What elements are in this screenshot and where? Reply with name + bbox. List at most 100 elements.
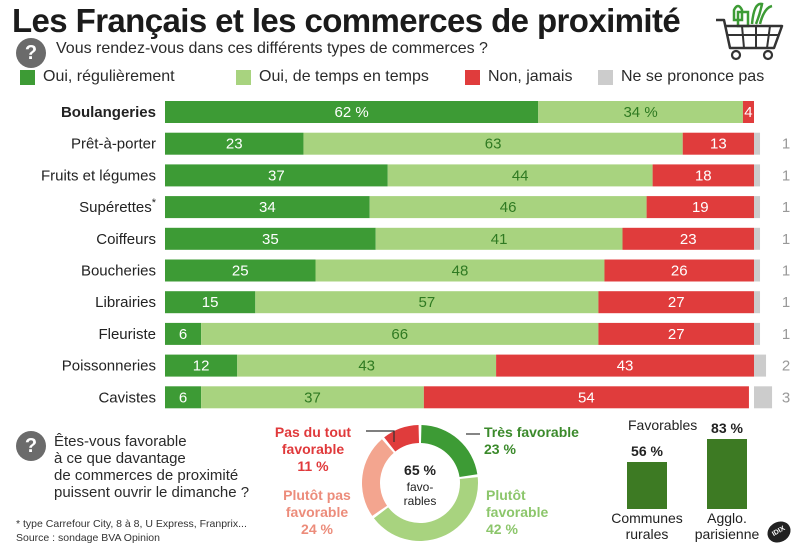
nsp-label: 3 <box>782 389 790 406</box>
bar-segment-sometimes <box>375 227 623 250</box>
bar-segment-sometimes <box>201 322 599 345</box>
label-line: favorable <box>285 504 349 520</box>
bar-segment-regular <box>165 291 256 314</box>
bar-value-label: 63 <box>485 136 502 153</box>
legend-label-regular: Oui, régulièrement <box>43 68 175 85</box>
question-2: Êtes-vous favorable à ce que davantage d… <box>54 433 249 501</box>
fav-bar-paris <box>707 439 747 509</box>
donut-slice <box>384 425 420 452</box>
category-label: Supérettes* <box>79 197 157 216</box>
legend-swatch-sometimes <box>236 69 251 85</box>
question-icon: ? <box>16 38 46 68</box>
bar-value-label: 6 <box>179 326 187 343</box>
fav-label-paris: Agglo. parisienne <box>677 510 777 542</box>
legend-never: Non, jamais <box>465 68 572 86</box>
label-value: 24 % <box>301 521 333 537</box>
donut-center-value: 65 % <box>404 462 436 478</box>
bar-value-label: 15 <box>202 294 219 311</box>
category-label: Poissonneries <box>62 358 156 375</box>
bar-value-label: 41 <box>491 231 508 248</box>
bar-segment-nsp <box>754 132 761 155</box>
nsp-label: 1 <box>782 136 790 153</box>
donut-center-text: rables <box>404 494 437 508</box>
fav-label-line: parisienne <box>694 526 760 542</box>
fav-bar-rural <box>627 461 667 509</box>
leader-line <box>366 430 395 442</box>
bar-value-label: 44 <box>512 167 529 184</box>
bar-segment-nsp <box>754 227 761 250</box>
page-title: Les Français et les commerces de proximi… <box>12 2 681 39</box>
question-2-line: de commerces de proximité <box>54 467 239 484</box>
bar-value-label: 12 <box>193 358 210 375</box>
bar-segment-nsp <box>754 196 761 219</box>
nsp-label: 1 <box>782 326 790 343</box>
label-line: Très favorable <box>484 424 579 440</box>
nsp-label: 1 <box>782 294 790 311</box>
fav-label-rural: Communes rurales <box>597 510 697 542</box>
bar-segment-regular <box>165 227 376 250</box>
label-value: 42 % <box>486 521 518 537</box>
legend-nsp: Ne se prononce pas <box>598 68 764 86</box>
bar-segment-nsp <box>754 259 761 282</box>
bar-segment-regular <box>165 196 370 219</box>
question-2-line: puissent ouvrir le dimanche ? <box>54 484 250 501</box>
bar-segment-nsp <box>754 354 767 377</box>
bar-value-label: 35 <box>262 231 279 248</box>
donut-center-text: favo- <box>407 480 434 494</box>
legend-label-sometimes: Oui, de temps en temps <box>259 68 429 85</box>
fav-value-paris: 83 % <box>711 420 743 437</box>
bar-segment-nsp <box>754 291 761 314</box>
bar-value-label: 46 <box>500 199 517 216</box>
bar-segment-sometimes <box>201 386 424 409</box>
bar-segment-never <box>598 322 754 345</box>
bar-segment-sometimes <box>538 101 743 123</box>
bar-value-label: 57 <box>419 294 436 311</box>
category-label: Boulangeries <box>61 104 156 121</box>
bar-segment-never <box>598 291 754 314</box>
bar-segment-nsp <box>754 386 773 409</box>
category-label: Librairies <box>95 294 156 311</box>
legend-regular: Oui, régulièrement <box>20 68 175 86</box>
donut-hole <box>381 444 459 522</box>
label-value: 11 % <box>297 458 329 474</box>
category-label: Fruits et légumes <box>41 167 156 184</box>
bar-value-label: 43 <box>617 358 634 375</box>
fav-label-line: Agglo. <box>707 510 747 526</box>
bar-segment-nsp <box>754 322 761 345</box>
label-line: Plutôt pas <box>283 487 351 503</box>
legend-sometimes: Oui, de temps en temps <box>236 68 429 86</box>
bar-value-label: 66 <box>391 326 408 343</box>
fav-label-line: rurales <box>625 526 669 542</box>
bar-segment-never <box>682 132 754 155</box>
label-line: favorable <box>486 504 549 520</box>
nsp-label: 2 <box>782 358 790 375</box>
nsp-label: 1 <box>782 231 790 248</box>
bar-segment-sometimes <box>369 196 647 219</box>
bar-segment-regular <box>165 322 202 345</box>
bar-value-label: 37 <box>268 167 285 184</box>
asterisk: * <box>152 197 157 209</box>
bar-value-label: 6 <box>179 389 187 406</box>
bar-value-label: 23 <box>226 136 243 153</box>
bar-segment-never <box>646 196 754 219</box>
category-label: Fleuriste <box>98 326 156 343</box>
legend-label-never: Non, jamais <box>488 68 573 85</box>
source: Source : sondage BVA Opinion <box>16 532 160 544</box>
fav-value-rural: 56 % <box>631 442 663 459</box>
bar-value-label: 19 <box>692 199 709 216</box>
nsp-label: 1 <box>782 167 790 184</box>
bar-value-label: 23 <box>680 231 697 248</box>
bar-value-label: 25 <box>232 263 249 280</box>
bar-segment-sometimes <box>387 164 653 187</box>
bar-value-label: 48 <box>452 263 469 280</box>
label-pas-du-tout: Pas du tout favorable 11 % <box>258 424 368 475</box>
bar-segment-regular <box>165 132 304 155</box>
legend-swatch-regular <box>20 69 35 85</box>
category-label: Coiffeurs <box>96 231 156 248</box>
favorables-title: Favorables <box>628 417 698 433</box>
bar-segment-sometimes <box>315 259 605 282</box>
category-label: Boucheries <box>81 263 156 280</box>
bar-value-label: 13 <box>710 136 727 153</box>
bar-segment-sometimes <box>237 354 497 377</box>
